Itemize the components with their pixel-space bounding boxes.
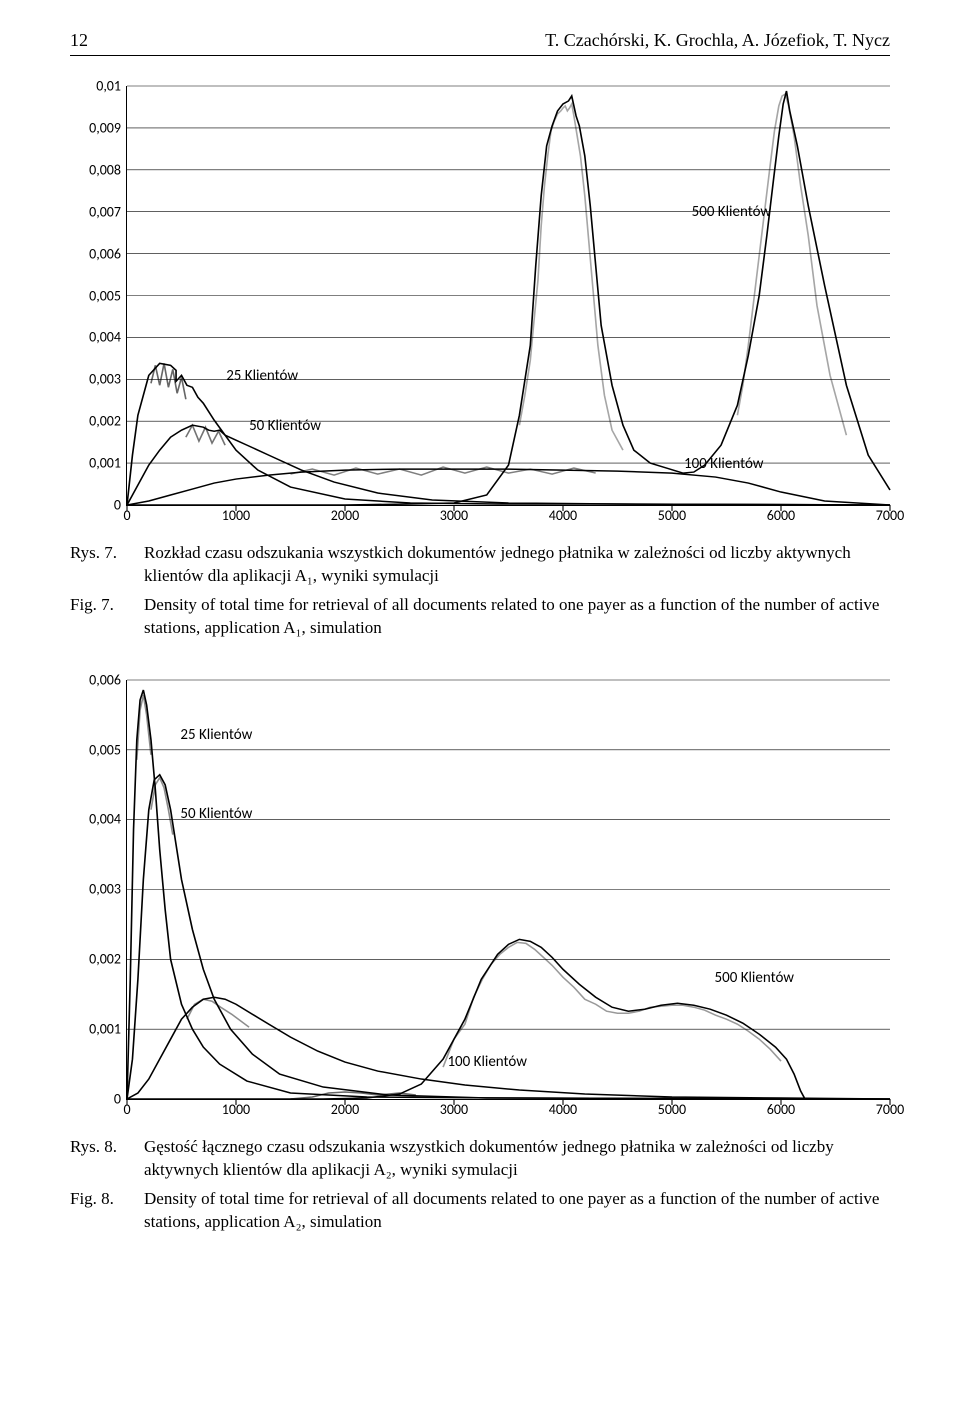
- series-25b: [127, 690, 890, 1099]
- page-number: 12: [70, 30, 88, 51]
- caption-rys8: Rys. 8. Gęstość łącznego czasu odszukani…: [70, 1136, 890, 1182]
- series-500-noise-2: [737, 94, 846, 435]
- ytick: 0: [114, 1090, 121, 1107]
- chart-1-x-labels: 0 1000 2000 3000 4000 5000 6000 7000: [127, 507, 890, 527]
- chart-1-svg: [127, 86, 890, 505]
- page-header: 12 T. Czachórski, K. Grochla, A. Józefio…: [70, 30, 890, 56]
- caption-tag: Rys. 8.: [70, 1136, 144, 1182]
- chart-2-label-25: 25 Klientów: [180, 726, 252, 744]
- ytick: 0,004: [89, 329, 121, 346]
- authors: T. Czachórski, K. Grochla, A. Józefiok, …: [545, 30, 890, 51]
- chart-1-label-500: 500 Klientów: [692, 203, 772, 221]
- caption-tag: Fig. 7.: [70, 594, 144, 640]
- series-500b-noise: [443, 942, 781, 1067]
- caption-text: Rozkład czasu odszukania wszystkich doku…: [144, 542, 890, 588]
- ytick: 0,001: [89, 455, 121, 472]
- caption-text: Density of total time for retrieval of a…: [144, 594, 890, 640]
- chart-1-y-labels: 0 0,001 0,002 0,003 0,004 0,005 0,006 0,…: [71, 86, 121, 505]
- chart-1-label-100: 100 Klientów: [684, 455, 764, 473]
- ytick: 0,004: [89, 811, 121, 828]
- ytick: 0,01: [96, 78, 121, 95]
- ytick: 0,007: [89, 203, 121, 220]
- caption-tag: Rys. 7.: [70, 542, 144, 588]
- chart-1-label-25: 25 Klientów: [226, 367, 298, 385]
- caption-fig8: Fig. 8. Density of total time for retrie…: [70, 1188, 890, 1234]
- ytick: 0,003: [89, 881, 121, 898]
- ytick: 0,001: [89, 1020, 121, 1037]
- chart-1-wrap: 0 0,001 0,002 0,003 0,004 0,005 0,006 0,…: [70, 86, 890, 506]
- chart-2-label-100: 100 Klientów: [447, 1053, 527, 1071]
- ytick: 0,005: [89, 287, 121, 304]
- caption-text: Density of total time for retrieval of a…: [144, 1188, 890, 1234]
- chart-2-wrap: 0 0,001 0,002 0,003 0,004 0,005 0,006 0 …: [70, 680, 890, 1100]
- chart-2-label-500: 500 Klientów: [715, 969, 795, 987]
- chart-1-label-50: 50 Klientów: [249, 417, 321, 435]
- chart-2-label-50: 50 Klientów: [180, 805, 252, 823]
- ytick: 0,006: [89, 671, 121, 688]
- chart-2: 0 0,001 0,002 0,003 0,004 0,005 0,006 0 …: [126, 680, 890, 1100]
- chart-1: 0 0,001 0,002 0,003 0,004 0,005 0,006 0,…: [126, 86, 890, 506]
- series-25-noise: [151, 363, 186, 399]
- ytick: 0,002: [89, 413, 121, 430]
- ytick: 0,006: [89, 245, 121, 262]
- series-100: [127, 469, 890, 505]
- series-100b-noise: [187, 999, 249, 1027]
- ytick: 0: [114, 497, 121, 514]
- caption-text: Gęstość łącznego czasu odszukania wszyst…: [144, 1136, 890, 1182]
- chart-1-grid: [127, 86, 890, 463]
- chart-2-x-labels: 0 1000 2000 3000 4000 5000 6000 7000: [127, 1101, 890, 1121]
- chart-2-y-labels: 0 0,001 0,002 0,003 0,004 0,005 0,006: [71, 680, 121, 1099]
- ytick: 0,009: [89, 119, 121, 136]
- ytick: 0,008: [89, 161, 121, 178]
- ytick: 0,002: [89, 951, 121, 968]
- caption-rys7: Rys. 7. Rozkład czasu odszukania wszystk…: [70, 542, 890, 588]
- ytick: 0,003: [89, 371, 121, 388]
- caption-tag: Fig. 8.: [70, 1188, 144, 1234]
- ytick: 0,005: [89, 741, 121, 758]
- caption-fig7: Fig. 7. Density of total time for retrie…: [70, 594, 890, 640]
